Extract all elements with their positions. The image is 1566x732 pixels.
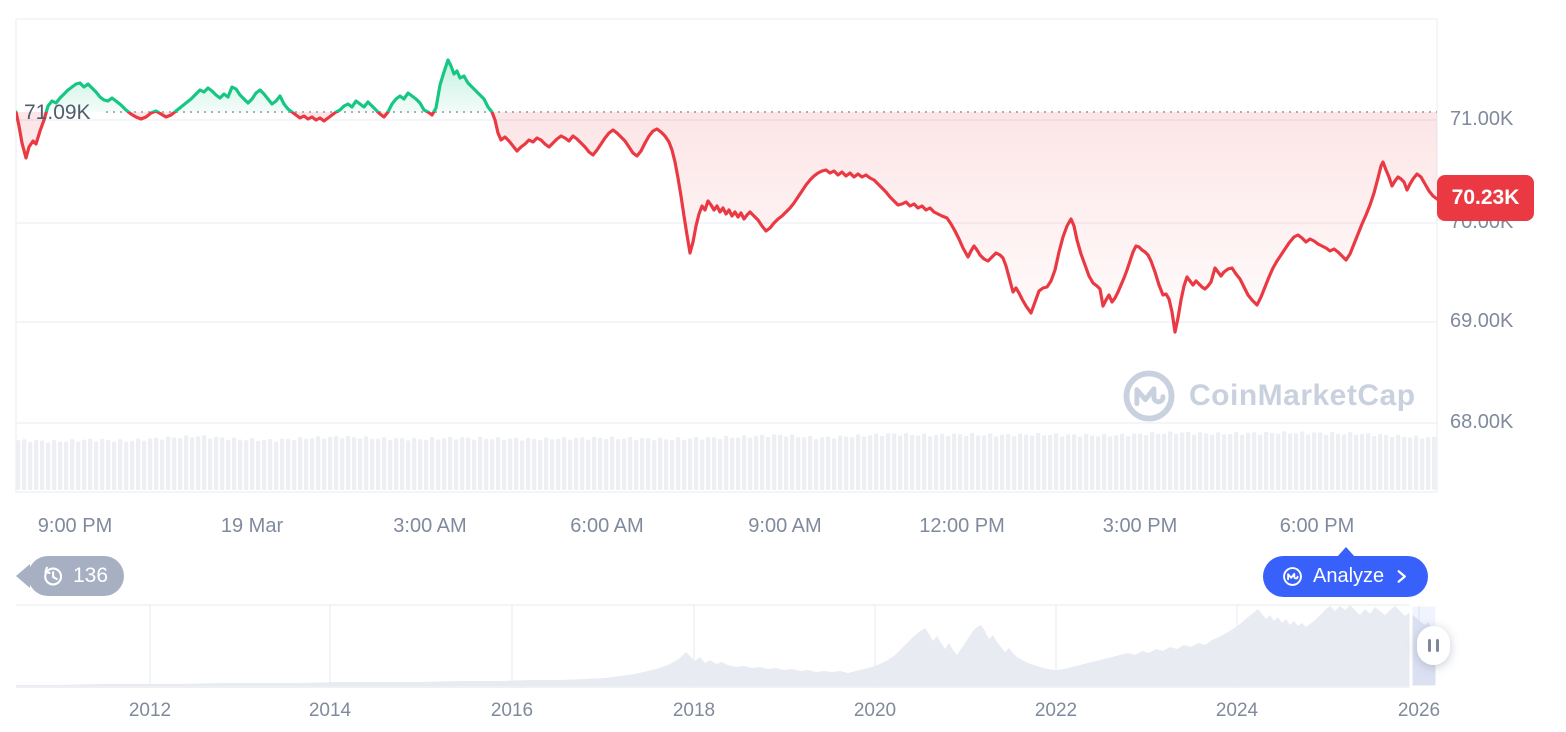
y-axis-label: 71.00K [1450,108,1514,130]
timeline-year-label: 2020 [853,700,897,721]
analyze-button-label: Analyze [1313,565,1385,587]
timeline-year-label: 2026 [1397,700,1441,721]
timeline-year-label: 2024 [1215,700,1259,721]
pause-bars-icon [1428,639,1431,652]
timeline-year-label: 2014 [308,700,352,721]
analyze-button[interactable]: Analyze [1263,547,1429,597]
timeline-year-label: 2012 [128,700,172,721]
timeline-year-label: 2016 [490,700,534,721]
pause-bars-icon [1436,639,1439,652]
watermark-text: CoinMarketCap [1189,379,1416,412]
x-axis-label: 9:00 PM [37,515,113,537]
x-axis-label: 19 Mar [220,515,284,537]
x-axis-label: 6:00 AM [570,515,644,537]
history-count: 136 [73,564,109,587]
y-axis-label: 68.00K [1450,411,1514,433]
coinmarketcap-watermark-logo-icon [1123,370,1175,422]
history-clock-icon [44,566,63,585]
y-axis-label: 69.00K [1450,310,1514,332]
timeline-range-handle[interactable] [1417,626,1450,665]
x-axis-label: 6:00 PM [1279,515,1355,537]
x-axis-label: 12:00 PM [919,515,1005,537]
timeline-year-label: 2022 [1034,700,1078,721]
open-price-label: 71.09K [24,101,91,124]
coinmarketcap-logo-icon [1283,567,1302,586]
badge-left-tail [16,564,30,588]
history-count-badge[interactable]: 136 [16,556,125,596]
x-axis-label: 3:00 AM [393,515,467,537]
analyze-button-tail [1336,547,1355,557]
chevron-right-icon [1397,570,1407,583]
timeline-year-label: 2018 [672,700,716,721]
x-axis-label: 9:00 AM [748,515,822,537]
current-price-value: 70.23K [1451,186,1520,209]
current-price-badge: 70.23K [1437,175,1534,221]
coinmarketcap-watermark: CoinMarketCap [1122,369,1416,423]
x-axis-label: 3:00 PM [1102,515,1178,537]
